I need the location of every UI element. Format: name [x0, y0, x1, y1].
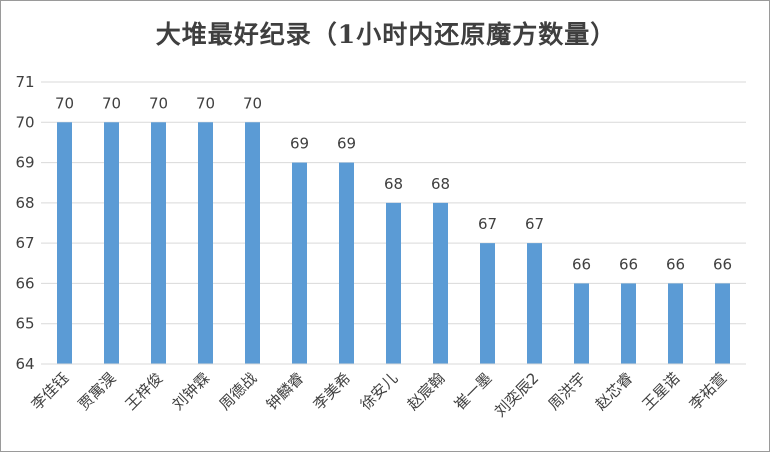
y-tick-label: 65 [15, 315, 34, 333]
category-label: 王梓俊 [122, 369, 167, 414]
data-label: 66 [713, 255, 732, 273]
y-tick-label: 70 [15, 113, 34, 131]
data-label: 69 [290, 135, 309, 153]
data-label: 70 [243, 94, 262, 112]
y-tick-label: 64 [15, 355, 34, 373]
bar [386, 202, 401, 364]
data-label: 69 [337, 135, 356, 153]
bar [292, 162, 307, 364]
data-label: 70 [55, 94, 74, 112]
category-label: 李美希 [310, 369, 355, 414]
bar [480, 243, 495, 364]
category-label: 王星诺 [639, 369, 684, 414]
bar [574, 283, 589, 364]
bar [245, 122, 260, 365]
category-label: 李佳钰 [28, 369, 73, 414]
category-label: 周德战 [216, 369, 261, 414]
data-label: 70 [102, 94, 121, 112]
data-label: 68 [384, 175, 403, 193]
data-label: 67 [525, 215, 544, 233]
y-tick-label: 71 [15, 73, 34, 91]
category-label: 崔一墨 [451, 369, 496, 414]
bar [339, 162, 354, 364]
data-label: 66 [619, 255, 638, 273]
chart-title: 大堆最好纪录（1小时内还原魔方数量） [155, 20, 617, 49]
category-label: 赵宸翰 [404, 369, 449, 414]
data-label: 70 [149, 94, 168, 112]
y-tick-label: 69 [15, 154, 34, 172]
category-label: 周洪宇 [545, 369, 590, 414]
y-tick-label: 66 [15, 274, 34, 292]
bar [527, 243, 542, 364]
bar [668, 283, 683, 364]
bar [621, 283, 636, 364]
y-tick-label: 68 [15, 194, 34, 212]
data-label: 66 [572, 255, 591, 273]
category-label: 刘奕辰2 [491, 369, 542, 420]
y-tick-label: 67 [15, 234, 34, 252]
bar [57, 122, 72, 365]
bar [104, 122, 119, 365]
data-label: 66 [666, 255, 685, 273]
category-label: 贾寓淏 [75, 369, 120, 414]
bar [715, 283, 730, 364]
category-label: 李祐萱 [686, 369, 731, 414]
data-label: 67 [478, 215, 497, 233]
category-label: 刘钟霖 [169, 369, 214, 414]
category-label: 钟麟睿 [263, 369, 308, 414]
category-label: 徐安儿 [357, 369, 402, 414]
data-label: 70 [196, 94, 215, 112]
category-label: 赵芯睿 [592, 369, 637, 414]
bar [151, 122, 166, 365]
bar [198, 122, 213, 365]
bar [433, 202, 448, 364]
data-label: 68 [431, 175, 450, 193]
